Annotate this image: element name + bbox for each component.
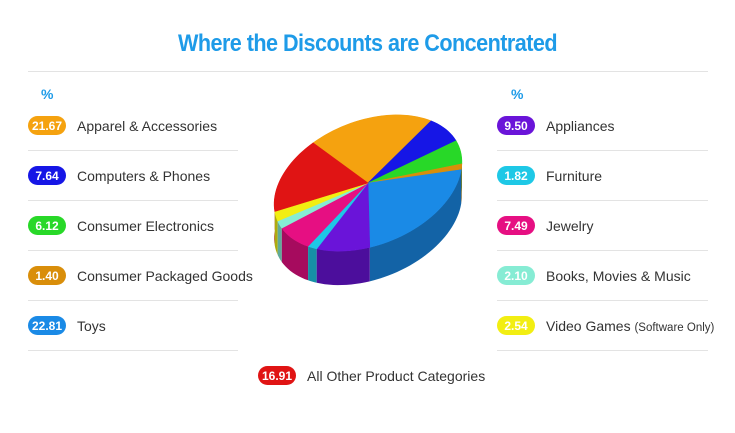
legend-item-jewelry: 7.49 Jewelry xyxy=(497,201,708,251)
pie-slice xyxy=(273,142,369,212)
legend-item-consumer-electronics: 6.12 Consumer Electronics xyxy=(28,201,238,251)
title-divider xyxy=(28,71,708,72)
legend-label: Consumer Electronics xyxy=(77,217,214,234)
pie-slice xyxy=(281,182,369,247)
pie-slice xyxy=(367,120,457,184)
legend-value-badge: 21.67 xyxy=(28,116,66,135)
legend-label: All Other Product Categories xyxy=(307,367,486,384)
right-unit-label: % xyxy=(511,86,524,102)
pie-slice xyxy=(367,169,462,248)
pie-slice xyxy=(316,182,371,252)
legend-label: Books, Movies & Music xyxy=(546,267,691,284)
legend-label: Video Games (Software Only) xyxy=(546,318,714,334)
legend-item-video-games: 2.54 Video Games (Software Only) xyxy=(497,301,714,351)
legend-item-appliances: 9.50 Appliances xyxy=(497,101,708,151)
legend-item-all-other: 16.91 All Other Product Categories xyxy=(258,366,485,385)
chart-title: Where the Discounts are Concentrated xyxy=(177,30,558,57)
pie-slice-side xyxy=(281,228,309,281)
pie-slice-side xyxy=(277,220,282,263)
legend-value-badge: 2.54 xyxy=(497,316,535,335)
pie-slice-side xyxy=(274,211,278,255)
legend-value-badge: 6.12 xyxy=(28,216,66,235)
legend-item-packaged-goods: 1.40 Consumer Packaged Goods xyxy=(28,251,253,301)
legend-value-badge: 1.40 xyxy=(28,266,66,285)
legend-left: 21.67 Apparel & Accessories 7.64 Compute… xyxy=(28,101,253,351)
legend-value-badge: 9.50 xyxy=(497,116,535,135)
legend-value-badge: 1.82 xyxy=(497,166,535,185)
legend-label: Consumer Packaged Goods xyxy=(77,267,253,284)
legend-value-badge: 7.64 xyxy=(28,166,66,185)
pie-slice xyxy=(367,140,463,184)
legend-item-furniture: 1.82 Furniture xyxy=(497,151,708,201)
legend-right: 9.50 Appliances 1.82 Furniture 7.49 Jewe… xyxy=(497,101,714,351)
pie-slice-side xyxy=(308,246,317,283)
legend-item-toys: 22.81 Toys xyxy=(28,301,238,351)
legend-value-badge: 16.91 xyxy=(258,366,296,385)
legend-value-badge: 2.10 xyxy=(497,266,535,285)
legend-label-main: Video Games xyxy=(546,317,631,334)
legend-label: Toys xyxy=(77,317,106,334)
pie-slice-side xyxy=(369,169,462,282)
legend-item-apparel: 21.67 Apparel & Accessories xyxy=(28,101,238,151)
pie-slice-side xyxy=(316,247,370,286)
left-unit-label: % xyxy=(41,86,54,102)
legend-value-badge: 22.81 xyxy=(28,316,66,335)
pie-slice xyxy=(312,114,432,184)
legend-label: Jewelry xyxy=(546,217,594,234)
legend-item-books-movies-music: 2.10 Books, Movies & Music xyxy=(497,251,708,301)
pie-chart-3d xyxy=(273,114,463,286)
pie-slice-side xyxy=(461,163,462,204)
legend-item-computers: 7.64 Computers & Phones xyxy=(28,151,238,201)
legend-value-badge: 7.49 xyxy=(497,216,535,235)
legend-label: Apparel & Accessories xyxy=(77,117,218,134)
legend-label: Computers & Phones xyxy=(77,167,211,184)
legend-label-note: (Software Only) xyxy=(634,321,715,334)
legend-label: Furniture xyxy=(546,167,603,184)
legend-label: Appliances xyxy=(546,117,615,134)
